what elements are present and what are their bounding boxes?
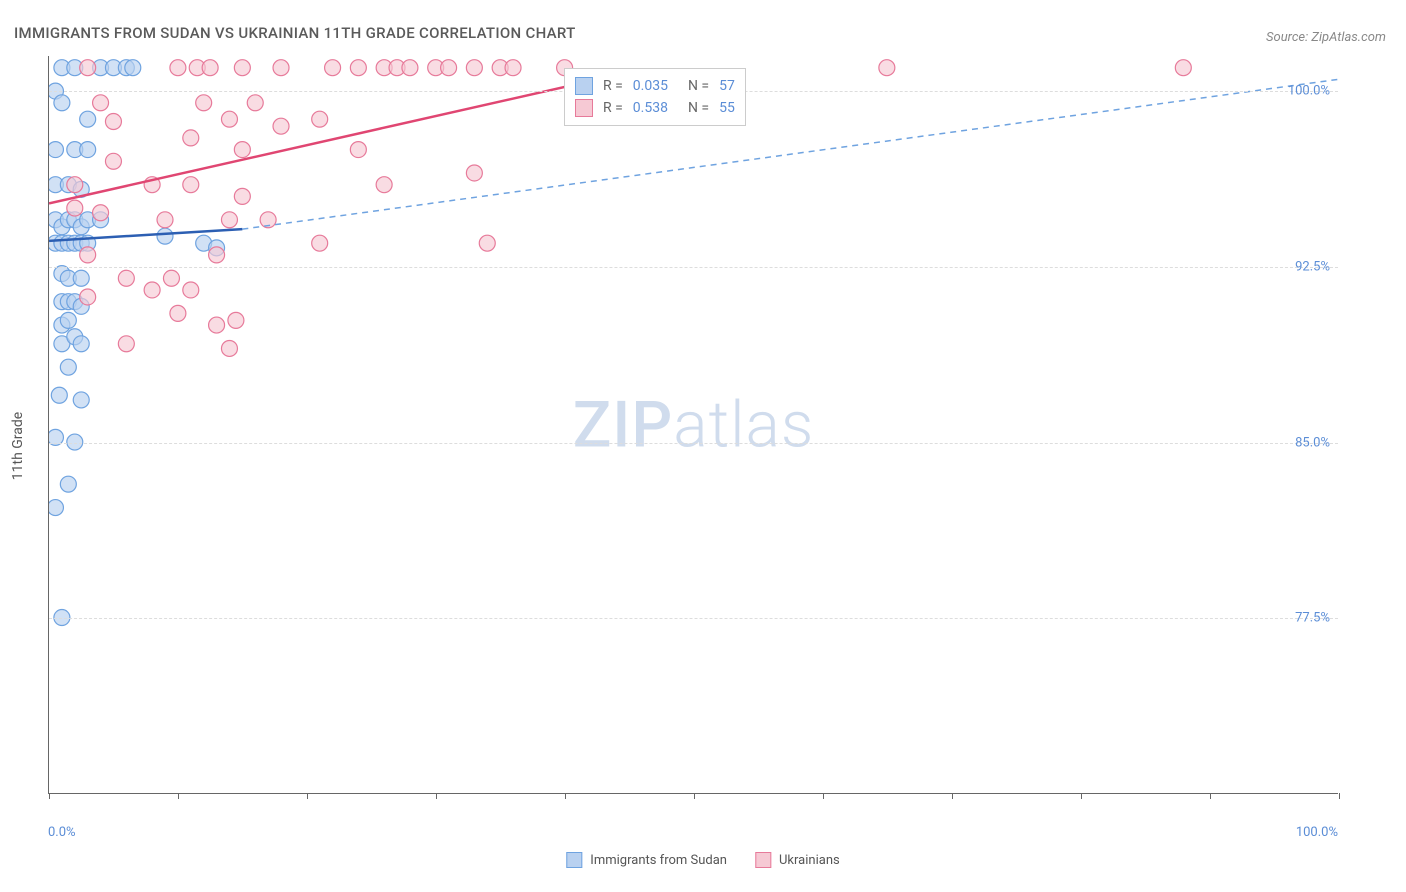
y-tick-label: 85.0% <box>1295 435 1330 450</box>
x-tick <box>49 793 50 799</box>
stat-n-label: N = <box>688 78 709 94</box>
chart-title: IMMIGRANTS FROM SUDAN VS UKRAINIAN 11TH … <box>14 24 576 42</box>
x-tick <box>565 793 566 799</box>
x-tick <box>1210 793 1211 799</box>
x-tick <box>1339 793 1340 799</box>
legend-swatch-sudan <box>566 852 582 868</box>
y-tick-label: 100.0% <box>1288 84 1330 99</box>
plot-area: ZIPatlas 77.5% 85.0% 92.5% 100.0% <box>48 56 1338 794</box>
x-tick <box>178 793 179 799</box>
stats-swatch <box>575 77 593 95</box>
y-tick-label: 77.5% <box>1295 611 1330 626</box>
x-tick <box>952 793 953 799</box>
gridline-h <box>49 618 1338 619</box>
x-tick <box>436 793 437 799</box>
x-tick <box>307 793 308 799</box>
gridline-h <box>49 443 1338 444</box>
legend-label: Ukrainians <box>779 853 840 868</box>
x-tick <box>823 793 824 799</box>
gridline-h <box>49 267 1338 268</box>
x-tick-label-right: 100.0% <box>1296 825 1338 840</box>
legend-label: Immigrants from Sudan <box>590 853 727 868</box>
chart-svg <box>49 56 1338 793</box>
stats-row: R = 0.035 N = 57 <box>575 75 735 97</box>
legend-bottom: Immigrants from Sudan Ukrainians <box>566 852 839 868</box>
y-tick-label: 92.5% <box>1295 259 1330 274</box>
x-tick <box>1081 793 1082 799</box>
stat-r-label: R = <box>603 100 623 116</box>
legend-swatch-ukrainians <box>755 852 771 868</box>
x-tick-label-left: 0.0% <box>48 825 76 840</box>
stat-r-label: R = <box>603 78 623 94</box>
stats-swatch <box>575 99 593 117</box>
stat-r-value: 0.035 <box>633 78 668 94</box>
stat-r-value: 0.538 <box>633 100 668 116</box>
stat-n-value: 57 <box>719 78 735 94</box>
legend-item-ukrainians: Ukrainians <box>755 852 840 868</box>
x-tick <box>694 793 695 799</box>
stat-n-value: 55 <box>719 100 735 116</box>
source-label: Source: ZipAtlas.com <box>1266 30 1386 45</box>
legend-item-sudan: Immigrants from Sudan <box>566 852 727 868</box>
stat-n-label: N = <box>688 100 709 116</box>
y-axis-label: 11th Grade <box>10 412 26 480</box>
stats-box: R = 0.035 N = 57 R = 0.538 N = 55 <box>564 68 746 126</box>
stats-row: R = 0.538 N = 55 <box>575 97 735 119</box>
watermark: ZIPatlas <box>573 387 815 462</box>
